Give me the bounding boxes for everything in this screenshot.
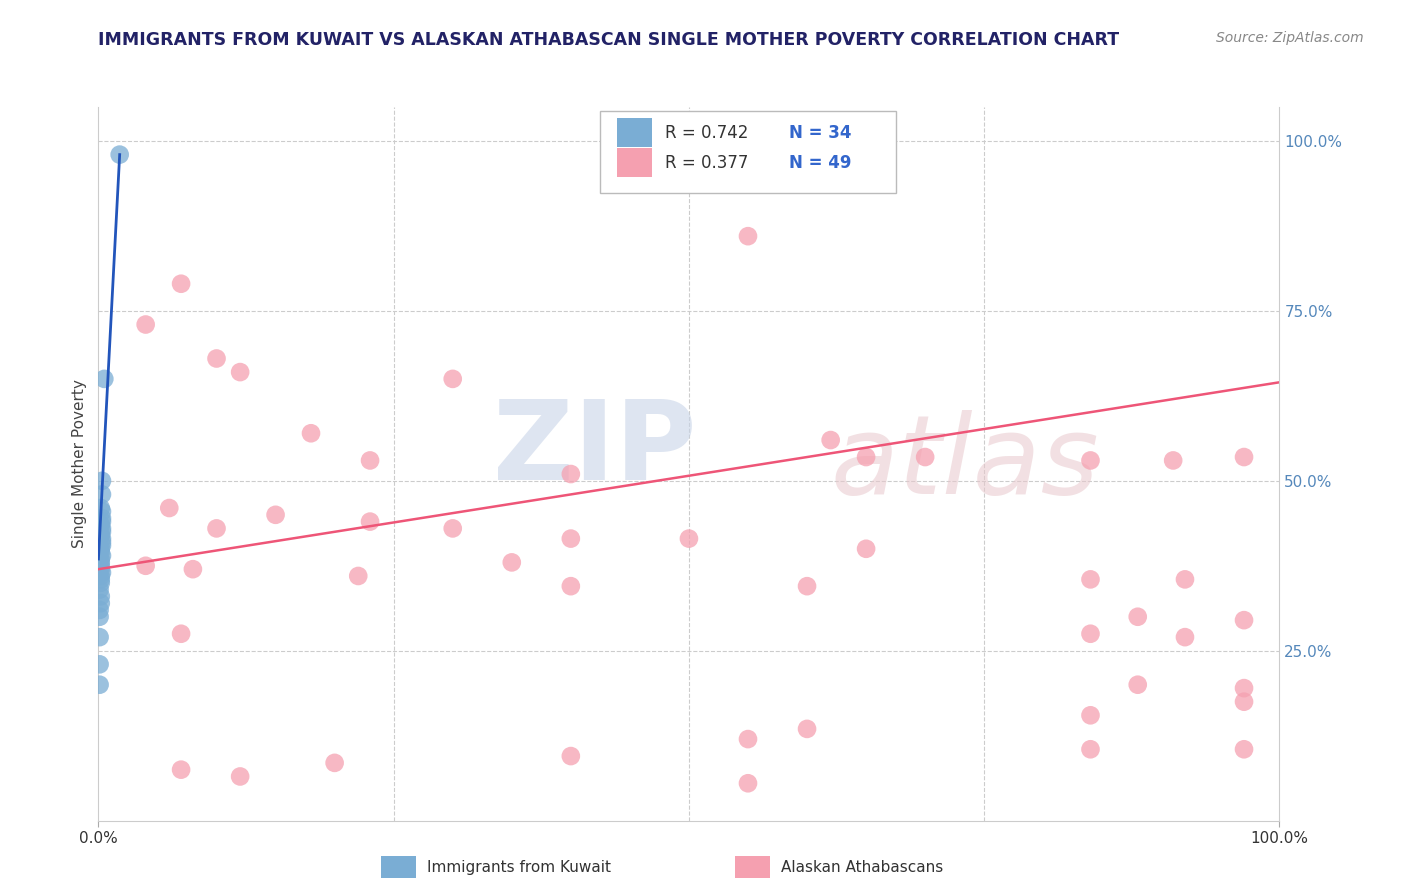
Text: Alaskan Athabascans: Alaskan Athabascans <box>782 860 943 874</box>
Point <box>229 769 252 783</box>
FancyBboxPatch shape <box>735 855 770 879</box>
Point <box>1174 573 1197 587</box>
Point <box>737 229 759 244</box>
Point <box>91 504 114 518</box>
FancyBboxPatch shape <box>600 111 896 193</box>
Point <box>737 776 759 790</box>
Point <box>170 277 193 291</box>
Point <box>90 569 112 583</box>
Point <box>796 722 818 736</box>
Point <box>135 558 157 573</box>
Point <box>441 372 464 386</box>
Point <box>157 501 180 516</box>
Point <box>90 541 112 556</box>
Point <box>560 579 582 593</box>
Point <box>1233 681 1256 695</box>
Text: R = 0.742: R = 0.742 <box>665 124 748 142</box>
Point <box>1233 613 1256 627</box>
Point <box>914 450 936 464</box>
Point <box>90 596 112 610</box>
Point <box>820 433 842 447</box>
Text: IMMIGRANTS FROM KUWAIT VS ALASKAN ATHABASCAN SINGLE MOTHER POVERTY CORRELATION C: IMMIGRANTS FROM KUWAIT VS ALASKAN ATHABA… <box>98 31 1119 49</box>
Point <box>441 521 464 535</box>
Point <box>90 545 112 559</box>
Point <box>90 528 112 542</box>
Point <box>855 450 877 464</box>
Point <box>91 532 114 546</box>
Point <box>170 626 193 640</box>
Text: N = 49: N = 49 <box>789 153 852 171</box>
Point <box>359 453 381 467</box>
Point <box>1080 626 1102 640</box>
Point <box>90 501 112 516</box>
Point <box>89 630 111 644</box>
Point <box>91 521 114 535</box>
Point <box>90 575 112 590</box>
Point <box>91 487 114 501</box>
FancyBboxPatch shape <box>617 119 652 147</box>
Point <box>108 147 131 161</box>
Point <box>91 511 114 525</box>
Point <box>91 524 114 539</box>
Point <box>737 732 759 747</box>
Point <box>93 372 115 386</box>
Point <box>678 532 700 546</box>
Text: Source: ZipAtlas.com: Source: ZipAtlas.com <box>1216 31 1364 45</box>
Point <box>90 562 112 576</box>
Point <box>181 562 204 576</box>
Point <box>299 426 322 441</box>
Point <box>91 549 114 563</box>
Point <box>560 467 582 481</box>
Point <box>91 566 114 580</box>
Point <box>1233 450 1256 464</box>
Point <box>135 318 157 332</box>
Point <box>90 573 112 587</box>
FancyBboxPatch shape <box>617 148 652 177</box>
Point <box>855 541 877 556</box>
Point <box>91 538 114 552</box>
Point <box>1174 630 1197 644</box>
Point <box>90 558 112 573</box>
Point <box>89 609 111 624</box>
Text: atlas: atlas <box>831 410 1099 517</box>
Point <box>560 749 582 764</box>
Point <box>1080 453 1102 467</box>
Point <box>205 351 228 366</box>
Point <box>1233 742 1256 756</box>
Point <box>90 590 112 604</box>
Text: Immigrants from Kuwait: Immigrants from Kuwait <box>427 860 610 874</box>
Point <box>91 515 114 529</box>
Point <box>264 508 287 522</box>
Point <box>1080 573 1102 587</box>
FancyBboxPatch shape <box>381 855 416 879</box>
Point <box>90 518 112 533</box>
Point <box>91 474 114 488</box>
Point <box>229 365 252 379</box>
Point <box>560 532 582 546</box>
Text: N = 34: N = 34 <box>789 124 852 142</box>
Point <box>89 678 111 692</box>
Point <box>89 603 111 617</box>
Point <box>1233 695 1256 709</box>
Point <box>90 552 112 566</box>
Point <box>1161 453 1184 467</box>
Point <box>359 515 381 529</box>
Text: R = 0.377: R = 0.377 <box>665 153 748 171</box>
Point <box>323 756 346 770</box>
Point <box>1126 678 1149 692</box>
Y-axis label: Single Mother Poverty: Single Mother Poverty <box>72 379 87 549</box>
Point <box>89 657 111 672</box>
Point <box>90 555 112 569</box>
Point <box>170 763 193 777</box>
Point <box>1126 609 1149 624</box>
Point <box>1080 708 1102 723</box>
Text: ZIP: ZIP <box>492 396 696 503</box>
Point <box>1080 742 1102 756</box>
Point <box>347 569 370 583</box>
Point <box>501 555 523 569</box>
Point <box>205 521 228 535</box>
Point <box>89 582 111 597</box>
Point <box>796 579 818 593</box>
Point <box>91 535 114 549</box>
